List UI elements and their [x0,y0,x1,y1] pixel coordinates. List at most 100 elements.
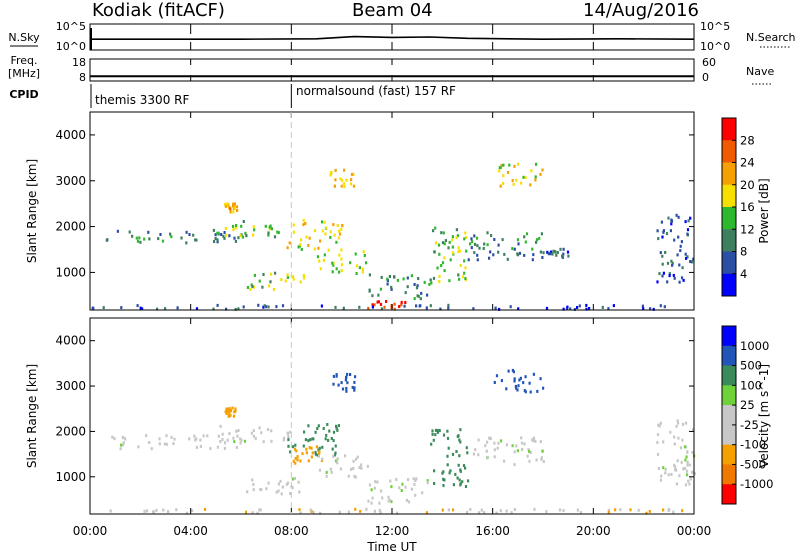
data-cell [138,236,141,240]
data-cell [266,428,270,431]
data-cell [433,469,436,473]
data-cell [221,438,224,441]
noise-left-tick-top: 10^5 [56,20,86,33]
data-cell [376,300,379,304]
data-cell [286,431,289,435]
data-cell [390,485,393,489]
data-cell [223,236,226,240]
data-cell [440,231,443,235]
data-cell [529,390,532,394]
data-cell [528,449,531,453]
data-cell [296,458,299,462]
data-cell [511,368,514,372]
data-cell [457,246,460,250]
data-cell [165,442,168,446]
data-cell [413,297,416,301]
data-cell [341,224,344,227]
data-cell [662,466,665,470]
data-cell [185,230,188,234]
data-cell [322,258,325,262]
data-cell [216,238,219,242]
velocity-panel: 1000 2000 3000 4000 Slant Range [km] 1000 50… [25,317,773,515]
data-cell [534,178,537,182]
data-cell [141,307,144,311]
data-cell [285,482,288,486]
data-cell [432,276,436,280]
data-cell [226,438,229,442]
data-cell [370,488,373,492]
data-cell [124,437,127,441]
velocity-colorbar: 1000 500 100 25 -25 -100 -500 -1000 [721,325,773,505]
data-cell [367,499,370,503]
data-cell [299,280,302,284]
data-cell [158,442,161,446]
data-cell [277,482,280,486]
data-cell [195,238,198,242]
data-cell [578,304,581,308]
data-cell [657,237,660,241]
data-cell [354,252,357,256]
data-cell [339,467,342,471]
data-cell [371,496,374,500]
data-cell [216,231,219,235]
velocity-colorbar-swatch [722,326,736,347]
data-cell [228,411,231,414]
data-cell [342,182,345,186]
data-cell [222,234,225,238]
data-cell [522,381,525,385]
data-cell [656,452,660,456]
data-cell [165,434,168,438]
data-cell [534,175,537,179]
data-cell [206,434,209,438]
data-cell [676,459,679,463]
data-cell [534,439,537,443]
data-cell [235,445,238,449]
data-cell [253,273,256,277]
data-cell [516,238,520,242]
data-cell [139,240,142,244]
data-cell [332,223,335,227]
data-cell [393,307,396,311]
data-cell [562,307,565,311]
frequency-unit: [MHz] [8,67,40,80]
data-cell [455,228,458,232]
data-cell [485,449,488,453]
data-cell [507,369,510,373]
data-cell [340,263,344,267]
data-cell [576,508,579,512]
data-cell [691,470,694,474]
data-cell [337,229,341,233]
data-cell [227,414,230,418]
data-cell [456,234,459,238]
data-cell [109,509,112,513]
data-cell [686,463,689,467]
data-cell [319,239,322,243]
data-cell [662,229,665,233]
data-cell [287,444,290,448]
data-cell [260,488,263,492]
data-cell [497,250,500,254]
x-tick-label: 16:00 [475,524,510,538]
x-tick-label: 12:00 [375,524,410,538]
data-cell [131,234,134,238]
data-cell [469,242,472,246]
data-cell [562,509,565,512]
velocity-colorbar-swatch [722,405,736,426]
data-cell [459,469,462,473]
velocity-colorbar-label: Velocity [m s^-1] [757,364,771,468]
data-cell [657,423,660,427]
data-cell [547,252,550,256]
data-cell [298,508,301,512]
data-cell [338,253,341,257]
data-cell [661,254,664,258]
data-cell [447,306,450,310]
data-cell [188,233,191,236]
data-cell [680,460,683,464]
data-cell [559,247,562,251]
data-cell [691,451,694,454]
data-cell [562,247,565,251]
data-cell [335,267,338,271]
data-cell [356,455,359,459]
data-cell [294,443,297,447]
velocity-colorbar-tick-label: 500 [740,359,762,373]
